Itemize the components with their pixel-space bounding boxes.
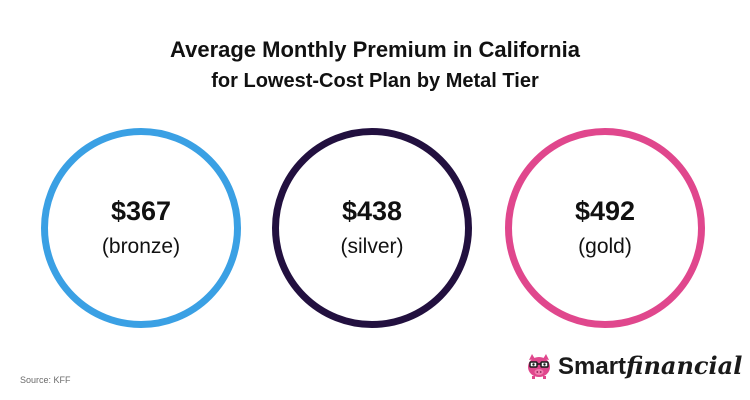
bronze-premium-amount: $367 (110, 196, 172, 226)
source-note: Source: KFF (20, 375, 71, 385)
page-subtitle: for Lowest-Cost Plan by Metal Tier (211, 70, 539, 92)
silver-premium-amount: $438 (341, 196, 403, 226)
logo-text-smart: Smart (558, 352, 627, 380)
silver-tier-circle: $438 (silver) (272, 128, 472, 328)
gold-premium-amount: $492 (574, 196, 636, 226)
title-block: Average Monthly Premium in California fo… (0, 36, 750, 96)
gold-tier-label: (gold) (578, 235, 632, 258)
smartfinancial-logo: Smartfinancial (524, 348, 742, 384)
gold-tier-circle: $492 (gold) (505, 128, 705, 328)
page-title: Average Monthly Premium in California (170, 37, 580, 62)
bronze-tier-label: (bronze) (101, 235, 181, 258)
piggy-bank-glasses-icon (528, 354, 550, 379)
logo-wordmark: Smartfinancial (558, 351, 742, 382)
silver-tier-label: (silver) (340, 235, 404, 258)
bronze-tier-circle: $367 (bronze) (41, 128, 241, 328)
logo-text-financial: financial (626, 350, 743, 380)
